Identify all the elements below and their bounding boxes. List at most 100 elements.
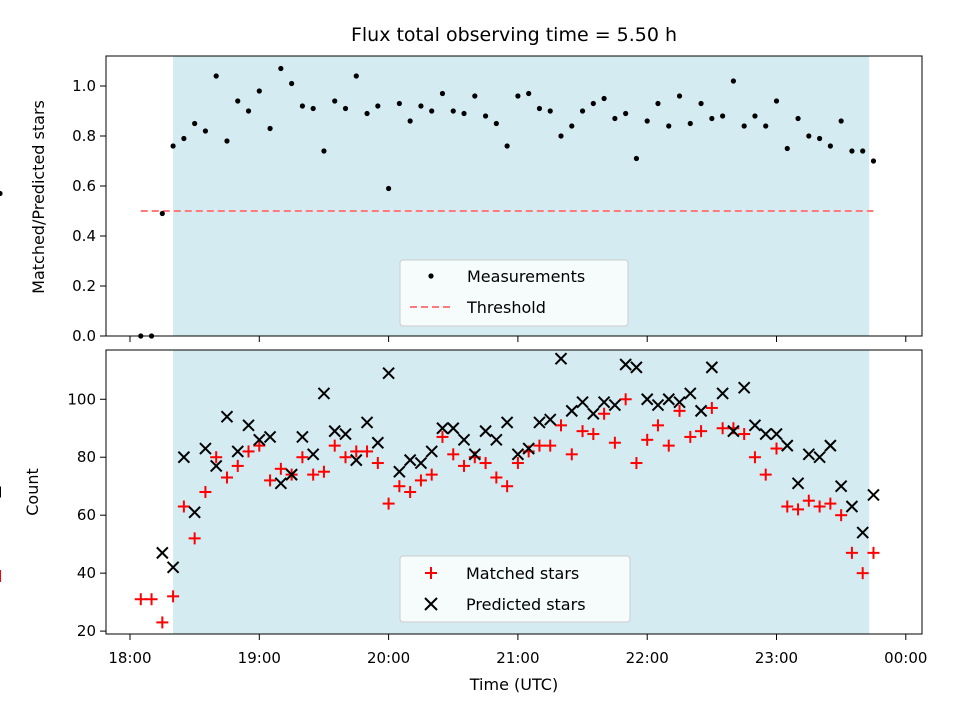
predicted-star-point: [565, 404, 578, 418]
y-tick-label: 0.4: [72, 227, 96, 245]
matched-star-point: [501, 480, 514, 493]
matched-star-point: [145, 593, 158, 606]
measurement-point: [159, 210, 165, 217]
measurement-point: [202, 128, 209, 134]
matched-star-point: [716, 422, 729, 435]
predicted-star-point: [781, 439, 794, 452]
measurement-point: [429, 108, 435, 114]
matched-star-point: [382, 497, 395, 510]
y-tick-label: 80: [77, 448, 96, 466]
matched-star-point: [587, 428, 600, 441]
bottom-legend-box: [399, 555, 631, 623]
predicted-star-point: [673, 395, 686, 409]
measurement-point: [0, 190, 3, 197]
matched-star-point: [792, 503, 805, 516]
matched-star-point: [264, 474, 277, 487]
predicted-star-point: [597, 395, 611, 409]
measurement-point: [870, 158, 877, 164]
predicted-star-point: [242, 419, 255, 432]
predicted-star-point: [727, 424, 740, 438]
top-x-ticks: [129, 336, 907, 342]
matched-star-point: [156, 616, 169, 629]
y-tick-label: 40: [77, 564, 96, 582]
matched-star-point: [361, 445, 374, 458]
predicted-star-point: [166, 561, 180, 574]
predicted-star-point: [748, 419, 762, 432]
predicted-star-point: [296, 430, 309, 444]
measurement-point: [579, 108, 586, 114]
measurement-point: [192, 120, 198, 127]
measurement-point: [666, 123, 672, 129]
measurement-point: [235, 98, 241, 104]
legend-label-predicted: Predicted stars: [466, 595, 586, 614]
matched-star-point: [199, 486, 212, 498]
measurement-point: [849, 148, 855, 154]
measurement-point: [526, 90, 532, 97]
predicted-star-point: [403, 453, 417, 467]
predicted-star-point: [468, 448, 482, 461]
predicted-star-point: [511, 448, 525, 461]
matched-star-point: [274, 462, 287, 475]
matched-star-point: [781, 500, 794, 513]
bottom-y-axis-label: Count: [23, 468, 42, 516]
y-tick-label: 20: [77, 622, 96, 640]
predicted-star-point: [619, 358, 632, 371]
predicted-star-point: [393, 465, 406, 478]
measurement-point: [245, 108, 252, 114]
measurement-point: [601, 95, 607, 102]
x-tick-label: 21:00: [496, 649, 539, 667]
predicted-star-point: [500, 416, 514, 429]
predicted-star-point: [533, 416, 546, 429]
matched-star-point: [458, 459, 471, 472]
matched-star-point: [802, 494, 815, 507]
measurement-point: [396, 100, 402, 107]
predicted-star-point: [770, 427, 783, 441]
y-tick-label: 0.8: [72, 127, 96, 145]
predicted-star-point: [640, 393, 654, 406]
measurement-point: [321, 148, 327, 154]
predicted-star-point: [791, 477, 805, 490]
y-tick-label: 0.6: [72, 177, 96, 195]
x-axis-label: Time (UTC): [469, 675, 558, 694]
predicted-star-point: [554, 352, 568, 365]
predicted-star-point: [705, 361, 719, 374]
matched-star-point: [856, 567, 869, 580]
x-tick-label: 18:00: [108, 649, 151, 667]
matched-star-point: [544, 439, 557, 452]
matched-star-point: [695, 425, 708, 438]
measurement-point: [569, 123, 575, 129]
matched-star-point: [404, 486, 417, 498]
bottom-panel-frame: [105, 349, 923, 635]
measurement-point: [730, 78, 737, 84]
top-legend-box: [399, 259, 629, 327]
predicted-star-point: [328, 424, 341, 438]
matched-star-point: [231, 459, 244, 472]
predicted-star-point: [371, 436, 385, 449]
bottom-x-axis: 18:00 19:00 20:00 21:00 22:00 23:00 00:00: [108, 634, 927, 667]
predicted-star-point: [651, 398, 665, 412]
matched-star-point: [576, 425, 589, 438]
legend-marker-predicted: [424, 597, 438, 611]
predicted-star-point: [156, 546, 169, 560]
matched-star-point: [651, 419, 664, 432]
matched-star-point: [619, 393, 632, 406]
predicted-star-point: [630, 361, 643, 374]
legend-marker-measurements: [428, 273, 434, 279]
y-tick-label: 100: [67, 390, 96, 408]
matched-star-point: [242, 445, 255, 458]
matched-star-point: [393, 480, 406, 493]
predicted-star-point: [694, 404, 708, 418]
predicted-star-point: [684, 387, 697, 400]
measurement-point: [256, 88, 262, 94]
matched-star-point: [759, 468, 772, 481]
predicted-star-point: [414, 456, 428, 470]
matched-star-point: [210, 451, 223, 464]
measurement-point: [720, 113, 726, 119]
matched-star-point: [770, 442, 783, 455]
measurement-point: [439, 90, 446, 97]
measurement-point: [375, 103, 381, 109]
matched-star-point: [684, 430, 697, 443]
measurement-point: [763, 123, 769, 129]
predicted-star-point: [608, 398, 622, 412]
matched-star-point: [414, 474, 427, 487]
